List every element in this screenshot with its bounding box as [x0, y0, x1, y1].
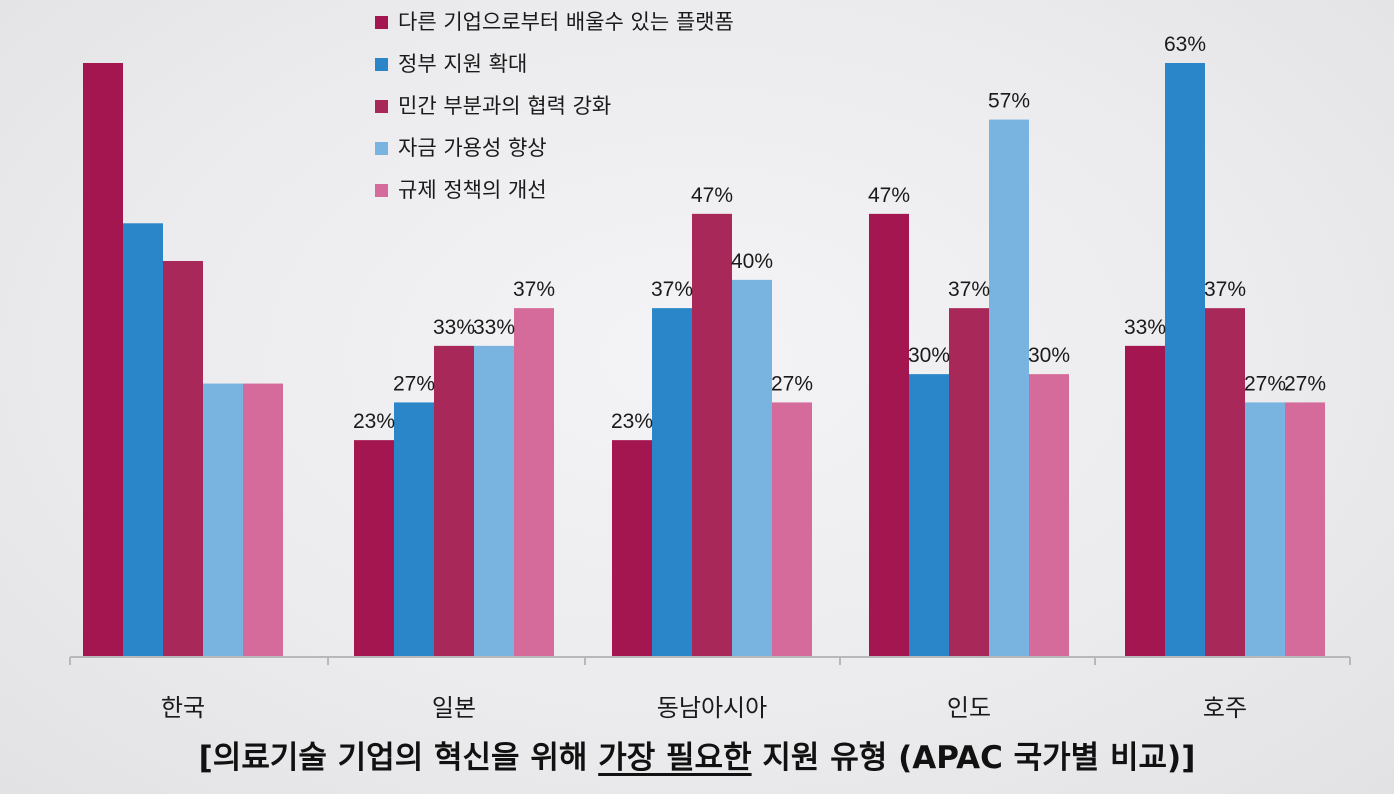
- chart-caption: [의료기술 기업의 혁신을 위해 가장 필요한 지원 유형 (APAC 국가별 …: [0, 732, 1394, 777]
- data-label-4-4: 57%: [988, 90, 1030, 113]
- bar-1-3: [163, 261, 203, 657]
- data-label-2-1: 23%: [353, 410, 395, 433]
- data-label-2-4: 33%: [473, 316, 515, 339]
- category-label-2: 일본: [432, 694, 476, 722]
- legend-swatch-2: [375, 58, 388, 71]
- data-label-3-5: 27%: [771, 372, 813, 395]
- bar-5-5: [1285, 402, 1325, 657]
- bar-4-4: [989, 119, 1029, 658]
- legend-swatch-5: [375, 184, 388, 197]
- bar-4-1: [869, 213, 909, 657]
- bar-4-5: [1029, 374, 1069, 657]
- bar-1-4: [203, 383, 243, 657]
- legend-swatch-4: [375, 142, 388, 155]
- data-labels: 23%27%33%33%37%23%37%47%40%27%47%30%37%5…: [353, 33, 1326, 433]
- bar-2-3: [434, 345, 474, 657]
- category-label-1: 한국: [161, 694, 205, 722]
- data-label-4-1: 47%: [868, 184, 910, 207]
- bar-5-3: [1205, 308, 1245, 657]
- bar-1-1: [83, 63, 123, 657]
- data-label-2-5: 37%: [513, 278, 555, 301]
- bar-5-1: [1125, 345, 1165, 657]
- bar-5-2: [1165, 63, 1205, 657]
- bars: [83, 63, 1325, 658]
- data-label-4-5: 30%: [1028, 344, 1070, 367]
- bar-2-5: [514, 308, 554, 657]
- data-label-5-4: 27%: [1244, 372, 1286, 395]
- category-label-3: 동남아시아: [657, 694, 767, 722]
- bar-4-3: [949, 308, 989, 657]
- bar-2-4: [474, 345, 514, 657]
- bar-3-3: [692, 213, 732, 657]
- data-label-5-1: 33%: [1124, 316, 1166, 339]
- legend-label-4: 자금 가용성 향상: [398, 136, 547, 160]
- data-label-5-2: 63%: [1164, 33, 1206, 56]
- data-label-3-3: 47%: [691, 184, 733, 207]
- bar-3-5: [772, 402, 812, 657]
- bar-3-4: [732, 279, 772, 657]
- legend-label-5: 규제 정책의 개선: [398, 178, 547, 202]
- caption-before: [의료기술 기업의 혁신을 위해: [198, 740, 599, 776]
- data-label-2-2: 27%: [393, 372, 435, 395]
- bar-3-2: [652, 308, 692, 657]
- legend-label-3: 민간 부분과의 협력 강화: [398, 94, 611, 118]
- bar-4-2: [909, 374, 949, 657]
- legend-swatch-3: [375, 100, 388, 113]
- data-label-2-3: 33%: [433, 316, 475, 339]
- bar-1-2: [123, 223, 163, 658]
- bar-1-5: [243, 383, 283, 657]
- x-axis: 한국 일본 동남아시아 인도 호주: [69, 656, 1351, 722]
- data-label-3-1: 23%: [611, 410, 653, 433]
- category-label-5: 호주: [1203, 694, 1247, 722]
- data-label-4-3: 37%: [948, 278, 990, 301]
- caption-emphasis: 가장 필요한: [598, 740, 752, 776]
- bar-5-4: [1245, 402, 1285, 657]
- data-label-3-4: 40%: [731, 250, 773, 273]
- data-label-4-2: 30%: [908, 344, 950, 367]
- data-label-3-2: 37%: [651, 278, 693, 301]
- bar-2-1: [354, 440, 394, 657]
- data-label-5-3: 37%: [1204, 278, 1246, 301]
- data-label-5-5: 27%: [1284, 372, 1326, 395]
- legend-swatch-1: [375, 16, 388, 29]
- bar-3-1: [612, 440, 652, 657]
- legend-label-1: 다른 기업으로부터 배울수 있는 플랫폼: [398, 10, 734, 34]
- caption-after: 지원 유형 (APAC 국가별 비교)]: [751, 740, 1196, 776]
- category-label-4: 인도: [947, 694, 991, 722]
- legend-label-2: 정부 지원 확대: [398, 52, 527, 76]
- bar-2-2: [394, 402, 434, 657]
